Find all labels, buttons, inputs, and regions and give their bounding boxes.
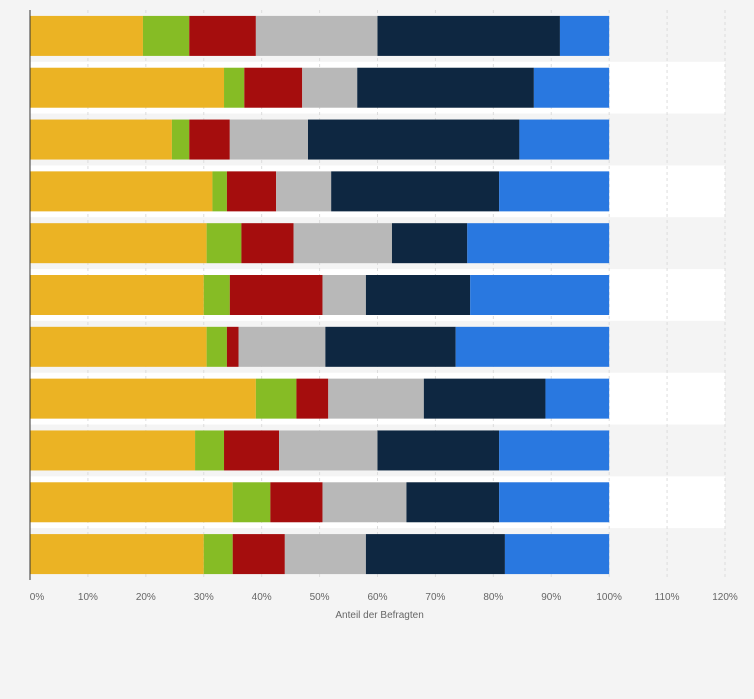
x-tick-label: 90% xyxy=(541,592,561,603)
x-tick-label: 110% xyxy=(655,592,680,603)
bar-segment-1[interactable] xyxy=(30,275,204,315)
bar-segment-1[interactable] xyxy=(30,378,256,419)
bar-segment-5[interactable] xyxy=(357,67,534,108)
bar-segment-5[interactable] xyxy=(365,534,505,575)
bar-segment-5[interactable] xyxy=(331,171,500,212)
bar-segment-6[interactable] xyxy=(545,378,610,419)
bar-segment-1[interactable] xyxy=(30,534,204,575)
bar-segment-2[interactable] xyxy=(142,15,190,56)
bar-segment-6[interactable] xyxy=(519,119,610,160)
bar-segment-2[interactable] xyxy=(232,482,271,523)
bar-segment-6[interactable] xyxy=(467,223,610,264)
bar-segment-3[interactable] xyxy=(189,119,230,160)
bar-segment-4[interactable] xyxy=(255,15,378,56)
bar-segment-5[interactable] xyxy=(325,326,456,367)
bar-segment-6[interactable] xyxy=(499,482,610,523)
bar-segment-2[interactable] xyxy=(206,223,242,264)
bar-segment-4[interactable] xyxy=(276,171,332,212)
bar-segment-4[interactable] xyxy=(238,326,326,367)
x-tick-label: 70% xyxy=(425,592,445,603)
bar-segment-6[interactable] xyxy=(470,275,610,315)
bar-segment-1[interactable] xyxy=(30,482,233,523)
bar-segment-6[interactable] xyxy=(455,326,610,367)
bar-segment-1[interactable] xyxy=(30,15,143,56)
bar-segment-3[interactable] xyxy=(241,223,294,264)
bar-segment-2[interactable] xyxy=(255,378,297,419)
bar-segment-1[interactable] xyxy=(30,171,213,212)
bar-segment-6[interactable] xyxy=(499,171,610,212)
bar-segment-3[interactable] xyxy=(244,67,303,108)
x-tick-label: 30% xyxy=(194,592,214,603)
x-tick-label: 60% xyxy=(367,592,387,603)
bar-segment-6[interactable] xyxy=(499,430,610,471)
bar-segment-2[interactable] xyxy=(224,67,245,108)
bar-segment-3[interactable] xyxy=(270,482,323,523)
bar-segment-5[interactable] xyxy=(391,223,468,264)
bar-segment-3[interactable] xyxy=(229,275,323,315)
bar-segment-4[interactable] xyxy=(322,482,407,523)
bar-segment-5[interactable] xyxy=(308,119,520,160)
bar-segment-4[interactable] xyxy=(279,430,378,471)
bar-segment-3[interactable] xyxy=(189,15,256,56)
bar-segment-4[interactable] xyxy=(229,119,308,160)
bar-segment-5[interactable] xyxy=(377,15,560,56)
bar-segment-1[interactable] xyxy=(30,430,196,471)
bar-segment-4[interactable] xyxy=(302,67,358,108)
bar-segment-2[interactable] xyxy=(203,275,230,315)
bar-segment-4[interactable] xyxy=(328,378,424,419)
bar-segment-4[interactable] xyxy=(284,534,366,575)
x-axis-title: Anteil der Befragten xyxy=(335,610,423,621)
bar-segment-1[interactable] xyxy=(30,326,207,367)
bar-segment-5[interactable] xyxy=(365,275,471,315)
x-tick-label: 100% xyxy=(596,592,622,603)
x-tick-label: 20% xyxy=(136,592,156,603)
x-tick-label: 40% xyxy=(252,592,272,603)
bar-segment-2[interactable] xyxy=(195,430,225,471)
bar-segment-1[interactable] xyxy=(30,67,225,108)
bar-segment-3[interactable] xyxy=(226,171,277,212)
x-tick-label: 80% xyxy=(483,592,503,603)
x-tick-label: 50% xyxy=(310,592,330,603)
x-tick-label: 10% xyxy=(78,592,98,603)
bar-segment-6[interactable] xyxy=(533,67,610,108)
bar-segment-4[interactable] xyxy=(293,223,392,264)
x-axis: 0% 10% 20% 30% 40% 50% 60% 70% 80% 90% 100% 110% 120… xyxy=(29,10,738,603)
bar-segment-4[interactable] xyxy=(322,275,366,315)
bar-segment-1[interactable] xyxy=(30,119,172,160)
bar-segment-6[interactable] xyxy=(559,15,610,56)
bar-segment-6[interactable] xyxy=(504,534,610,575)
bar-segment-2[interactable] xyxy=(206,326,227,367)
bar-segment-2[interactable] xyxy=(171,119,190,160)
x-tick-label: 120% xyxy=(712,592,738,603)
bar-segment-1[interactable] xyxy=(30,223,207,264)
bars xyxy=(30,15,610,575)
bar-segment-3[interactable] xyxy=(224,430,280,471)
bar-segment-5[interactable] xyxy=(423,378,546,419)
bar-segment-5[interactable] xyxy=(406,482,500,523)
bar-segment-5[interactable] xyxy=(377,430,500,471)
bar-segment-3[interactable] xyxy=(296,378,329,419)
bar-segment-3[interactable] xyxy=(226,326,239,367)
bar-segment-2[interactable] xyxy=(203,534,233,575)
bar-segment-2[interactable] xyxy=(212,171,227,212)
bar-segment-3[interactable] xyxy=(232,534,285,575)
x-tick-label: 0% xyxy=(30,592,45,603)
